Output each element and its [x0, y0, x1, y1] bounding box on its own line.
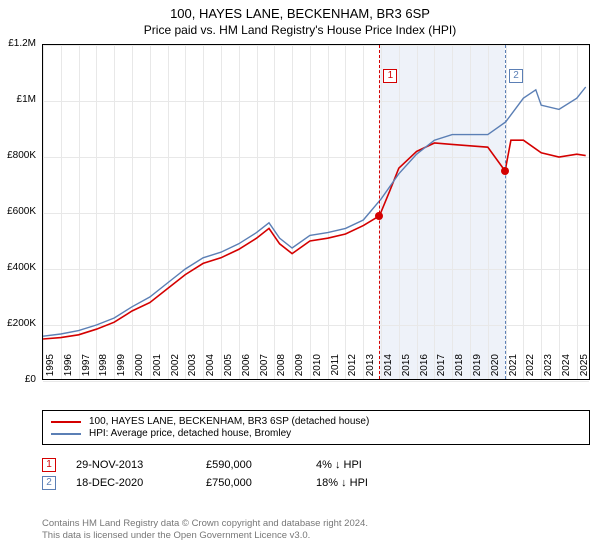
x-axis-tick: 2014	[383, 354, 394, 384]
x-axis-tick: 2002	[170, 354, 181, 384]
sale-row: 2 18-DEC-2020£750,00018% ↓ HPI	[42, 476, 590, 490]
legend-row: 100, HAYES LANE, BECKENHAM, BR3 6SP (det…	[51, 416, 581, 427]
chart-area: 12 £0£200K£400K£600K£800K£1M£1.2M 199519…	[42, 44, 590, 380]
x-axis-tick: 2023	[543, 354, 554, 384]
footer-attribution: Contains HM Land Registry data © Crown c…	[42, 518, 590, 543]
marker-badge: 2	[509, 69, 523, 83]
y-axis-tick: £800K	[0, 150, 36, 161]
sale-hpi-diff: 18% ↓ HPI	[316, 477, 368, 489]
x-axis-tick: 2005	[223, 354, 234, 384]
y-axis-tick: £600K	[0, 206, 36, 217]
footer-line-2: This data is licensed under the Open Gov…	[42, 530, 590, 542]
x-axis-tick: 2016	[419, 354, 430, 384]
legend: 100, HAYES LANE, BECKENHAM, BR3 6SP (det…	[42, 410, 590, 445]
x-axis-tick: 1999	[116, 354, 127, 384]
y-axis-tick: £0	[0, 374, 36, 385]
x-axis-tick: 2022	[525, 354, 536, 384]
x-axis-tick: 2006	[241, 354, 252, 384]
x-axis-tick: 2024	[561, 354, 572, 384]
x-axis-tick: 2008	[276, 354, 287, 384]
footer-line-1: Contains HM Land Registry data © Crown c…	[42, 518, 590, 530]
x-axis-tick: 2003	[187, 354, 198, 384]
legend-swatch	[51, 421, 81, 423]
y-axis-tick: £1M	[0, 94, 36, 105]
x-axis-tick: 1996	[63, 354, 74, 384]
x-axis-tick: 1998	[98, 354, 109, 384]
legend-row: HPI: Average price, detached house, Brom…	[51, 428, 581, 439]
x-axis-tick: 2007	[259, 354, 270, 384]
sale-date: 18-DEC-2020	[76, 477, 206, 489]
series-lines	[43, 45, 591, 381]
sale-row: 1 29-NOV-2013£590,0004% ↓ HPI	[42, 458, 590, 472]
sale-badge: 1	[42, 458, 56, 472]
x-axis-tick: 2015	[401, 354, 412, 384]
marker-line	[505, 45, 506, 379]
x-axis-tick: 1997	[81, 354, 92, 384]
sale-point	[501, 167, 509, 175]
x-axis-tick: 2017	[436, 354, 447, 384]
x-axis-tick: 2001	[152, 354, 163, 384]
sale-price: £750,000	[206, 477, 316, 489]
x-axis-tick: 2019	[472, 354, 483, 384]
x-axis-tick: 2025	[579, 354, 590, 384]
chart-subtitle: Price paid vs. HM Land Registry's House …	[0, 21, 600, 37]
chart-container: 100, HAYES LANE, BECKENHAM, BR3 6SP Pric…	[0, 0, 600, 560]
sale-price: £590,000	[206, 459, 316, 471]
sale-date: 29-NOV-2013	[76, 459, 206, 471]
marker-badge: 1	[383, 69, 397, 83]
sale-point	[375, 212, 383, 220]
y-axis-tick: £400K	[0, 262, 36, 273]
x-axis-tick: 2020	[490, 354, 501, 384]
plot-region: 12	[42, 44, 590, 380]
x-axis-tick: 2010	[312, 354, 323, 384]
legend-label: HPI: Average price, detached house, Brom…	[89, 428, 291, 439]
x-axis-tick: 2021	[508, 354, 519, 384]
x-axis-tick: 2004	[205, 354, 216, 384]
x-axis-tick: 2012	[347, 354, 358, 384]
legend-swatch	[51, 433, 81, 435]
sales-table: 1 29-NOV-2013£590,0004% ↓ HPI 2 18-DEC-2020…	[42, 454, 590, 494]
sale-hpi-diff: 4% ↓ HPI	[316, 459, 362, 471]
x-axis-tick: 2000	[134, 354, 145, 384]
x-axis-tick: 1995	[45, 354, 56, 384]
x-axis-tick: 2018	[454, 354, 465, 384]
sale-badge: 2	[42, 476, 56, 490]
y-axis-tick: £200K	[0, 318, 36, 329]
legend-label: 100, HAYES LANE, BECKENHAM, BR3 6SP (det…	[89, 416, 369, 427]
x-axis-tick: 2013	[365, 354, 376, 384]
x-axis-tick: 2009	[294, 354, 305, 384]
x-axis-tick: 2011	[330, 354, 341, 384]
y-axis-tick: £1.2M	[0, 38, 36, 49]
chart-title: 100, HAYES LANE, BECKENHAM, BR3 6SP	[0, 0, 600, 21]
